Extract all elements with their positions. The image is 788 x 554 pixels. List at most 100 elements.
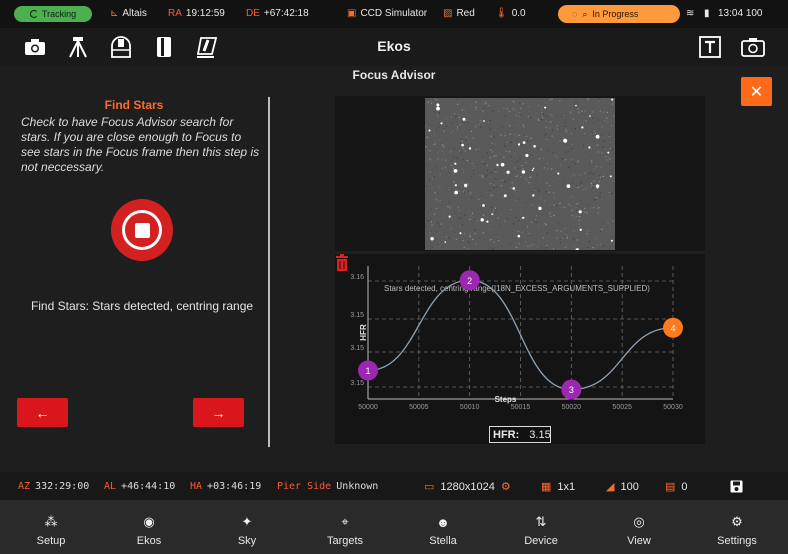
data-point[interactable] — [663, 317, 683, 338]
step-status: Find Stars: Stars detected, centring ran… — [30, 299, 254, 313]
binning-value: 1x1 — [557, 480, 576, 493]
text-overlay-icon[interactable] — [697, 34, 723, 60]
camera-icon[interactable] — [22, 34, 48, 60]
al-label: AL — [104, 481, 117, 492]
ra-status: RA 19:12:59 — [168, 8, 225, 19]
ha-label: HA — [190, 481, 203, 492]
clock: 13:04 100 — [718, 8, 763, 19]
step-description: Check to have Focus Advisor search for s… — [21, 115, 260, 174]
tracking-label: Tracking — [41, 9, 77, 19]
hfr-label: HFR: — [493, 428, 520, 441]
wifi-icon: ≋ — [686, 8, 695, 19]
nav-label: View — [627, 535, 651, 547]
camera-status[interactable]: ▣ CCD Simulator — [347, 8, 427, 19]
view-icon: ◎ — [633, 514, 645, 529]
arrow-right-icon: → — [211, 404, 226, 421]
targets-icon: ⌖ — [341, 514, 349, 529]
resolution-setting[interactable]: ▭ 1280x1024 ⚙ — [424, 480, 511, 494]
resolution-value: 1280x1024 — [440, 480, 495, 493]
camera-frame-icon[interactable] — [740, 34, 766, 60]
mount-info-bar: AZ 332:29:00 AL +46:44:10 HA +03:46:19 Pier… — [0, 472, 788, 500]
az-value: 332:29:00 — [35, 481, 90, 492]
step-title: Find Stars — [104, 98, 164, 112]
az-label: AZ — [18, 481, 31, 492]
tracking-badge[interactable]: Tracking — [14, 6, 92, 22]
altaz-label: Altais — [122, 8, 147, 19]
save-button[interactable] — [730, 480, 743, 493]
next-button[interactable]: → — [193, 398, 244, 427]
temperature-status[interactable]: 🌡 0.0 — [495, 8, 526, 19]
x-tick-label: 50020 — [562, 404, 582, 411]
clock-time: 13:04 — [718, 8, 744, 19]
data-point[interactable] — [459, 270, 480, 291]
pier-readout: Pier Side Unknown — [277, 481, 378, 492]
ha-readout: HA +03:46:19 — [190, 481, 261, 492]
pier-value: Unknown — [336, 481, 379, 492]
trash-icon[interactable] — [335, 254, 349, 271]
hfr-readout: HFR: 3.15 — [489, 426, 551, 443]
camera-name: CCD Simulator — [360, 8, 428, 19]
thermometer-icon: 🌡 — [495, 8, 508, 19]
altaz-status[interactable]: ⊾ Altais — [110, 8, 147, 19]
nav-sky[interactable]: ✦ Sky — [198, 500, 296, 554]
binning-setting[interactable]: ▦ 1x1 — [541, 480, 576, 494]
stop-button[interactable] — [111, 199, 173, 261]
data-point[interactable] — [358, 360, 378, 381]
gain-icon: ◢ — [606, 481, 615, 493]
nav-targets[interactable]: ⌖ Targets — [296, 500, 394, 554]
de-status: DE +67:42:18 — [246, 8, 309, 19]
dslr-icon[interactable] — [151, 34, 177, 60]
search-icon: ⌕ — [582, 8, 588, 19]
vcurve-line — [367, 279, 674, 391]
x-tick-label: 50030 — [663, 404, 683, 411]
nav-setup[interactable]: ⁂ Setup — [2, 500, 100, 554]
status-bar: Tracking ⊾ Altais RA 19:12:59 DE +67:42:18 … — [0, 0, 788, 28]
nav-stella[interactable]: ☻ Stella — [394, 500, 492, 554]
focus-icon: ◌ — [572, 9, 578, 19]
nav-ekos[interactable]: ◉ Ekos — [100, 500, 198, 554]
nav-device[interactable]: ⇅ Device — [492, 500, 590, 554]
arrow-left-icon: ← — [35, 404, 50, 421]
y-axis-label: HFR — [359, 324, 368, 341]
filter-status[interactable]: ▨ Red — [443, 8, 475, 19]
focus-chart: 50000 50005 50010 50015 50020 50025 50030 3.15 3… — [335, 254, 705, 444]
gain-setting[interactable]: ◢ 100 — [606, 480, 639, 494]
focus-frame — [335, 96, 705, 251]
close-button[interactable]: ✕ — [741, 77, 772, 106]
data-point-label: 4 — [670, 323, 675, 333]
data-point-label: 2 — [467, 276, 472, 286]
setup-icon: ⁂ — [44, 514, 58, 529]
wizard-panel: Find Stars Check to have Focus Advisor s… — [0, 66, 268, 472]
save-icon — [730, 480, 743, 493]
de-value: +67:42:18 — [263, 8, 309, 19]
x-tick-label: 50015 — [511, 404, 531, 411]
toolbar: Ekos — [0, 28, 788, 66]
tracking-icon — [29, 10, 38, 18]
data-point[interactable] — [561, 379, 582, 400]
nav-view[interactable]: ◎ View — [590, 500, 688, 554]
y-tick-label: 3.15 — [350, 345, 364, 352]
device-icon: ⇅ — [535, 514, 547, 529]
tripod-icon[interactable] — [65, 34, 91, 60]
star-field-image[interactable] — [425, 98, 615, 250]
nav-settings[interactable]: ⚙ Settings — [688, 500, 786, 554]
x-tick-label: 50005 — [409, 404, 429, 411]
chart-annotation: Stars detected, centring range(I18N_EXCE… — [384, 284, 650, 293]
x-axis-label: Steps — [495, 395, 517, 404]
data-point-label: 1 — [365, 366, 370, 376]
frame-icon: ▭ — [424, 481, 435, 493]
dome-icon[interactable] — [108, 34, 134, 60]
filter-icon: ▨ — [443, 8, 453, 19]
flat-icon[interactable] — [194, 34, 220, 60]
data-point-label: 3 — [569, 385, 574, 395]
offset-setting[interactable]: ▤ 0 — [665, 480, 688, 494]
y-tick-label: 3.15 — [350, 312, 364, 319]
offset-value: 0 — [681, 480, 688, 493]
stella-icon: ☻ — [436, 514, 450, 530]
gear-icon: ⚙ — [500, 481, 511, 493]
y-tick-label: 3.15 — [350, 380, 364, 387]
focus-progress-badge[interactable]: ◌ ⌕ In Progress — [558, 5, 680, 23]
y-tick-label: 3.16 — [350, 274, 364, 281]
previous-button[interactable]: ← — [17, 398, 68, 427]
bottom-navigation: ⁂ Setup ◉ Ekos ✦ Sky ⌖ Targets ☻ Stella ⇅ Device ◎ Vi… — [0, 500, 788, 554]
